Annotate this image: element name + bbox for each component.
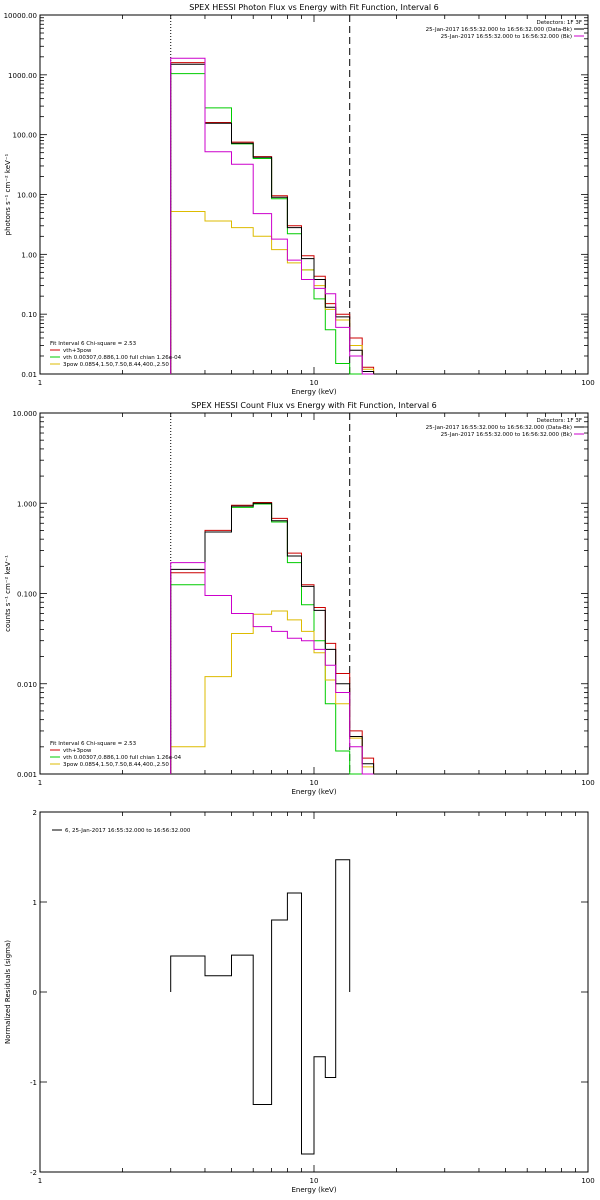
series-line xyxy=(170,211,375,374)
legend-label: 3pow 0.0854,1.50,7.50,8.44,400.,2.50 xyxy=(63,362,169,368)
legend-label: vth 0.00307,0.886,1.00 full chian 1.26e-… xyxy=(63,355,182,361)
legend-label: 25-Jan-2017 16:55:32.000 to 16:56:32.000… xyxy=(441,432,572,438)
series-line xyxy=(170,502,375,774)
legend-label: 3pow 0.0854,1.50,7.50,8.44,400.,2.50 xyxy=(63,762,169,768)
legend-label: 25-Jan-2017 16:55:32.000 to 16:56:32.000… xyxy=(441,34,572,40)
x-axis-label: Energy (keV) xyxy=(291,788,336,796)
y-tick-label: 0 xyxy=(33,989,37,997)
legend-label: vth+3pow xyxy=(63,348,92,354)
series-line xyxy=(170,859,351,1155)
x-tick-label: 1 xyxy=(38,779,42,787)
chart-title: SPEX HESSI Count Flux vs Energy with Fit… xyxy=(191,401,436,410)
series-line xyxy=(170,73,374,375)
y-tick-label: 2 xyxy=(33,809,37,817)
legend-label: Detectors: 1F 3F xyxy=(536,20,582,26)
series-line xyxy=(170,503,374,775)
legend-label: Detectors: 1F 3F xyxy=(536,418,582,424)
y-axis-label: counts s⁻¹ cm⁻² keV⁻¹ xyxy=(4,555,12,632)
y-tick-label: 0.010 xyxy=(17,681,37,689)
x-tick-label: 10 xyxy=(310,379,319,387)
x-tick-label: 10 xyxy=(310,1177,319,1185)
x-axis-label: Energy (keV) xyxy=(291,1186,336,1194)
y-tick-label: 10000.00 xyxy=(4,12,37,20)
chart-panel-1: SPEX HESSI Photon Flux vs Energy with Fi… xyxy=(4,3,595,396)
y-axis-label: Normalized Residuals (sigma) xyxy=(4,940,12,1044)
legend-label: Fit Interval 6 Chi-square = 2.53 xyxy=(50,341,137,347)
y-tick-label: 1 xyxy=(33,899,37,907)
x-tick-label: 1 xyxy=(38,1177,42,1185)
legend-label: 25-Jan-2017 16:55:32.000 to 16:56:32.000… xyxy=(426,425,572,431)
series-line xyxy=(170,562,374,775)
legend-label: vth+3pow xyxy=(63,748,92,754)
y-tick-label: 100.00 xyxy=(13,132,38,140)
y-tick-label: 0.10 xyxy=(21,311,37,319)
y-tick-label: 0.001 xyxy=(17,771,37,779)
y-tick-label: 1000.00 xyxy=(8,72,37,80)
series-line xyxy=(170,57,374,375)
legend-label: vth 0.00307,0.886,1.00 full chian 1.26e-… xyxy=(63,755,182,761)
chart-panel-2: SPEX HESSI Count Flux vs Energy with Fit… xyxy=(4,401,595,796)
x-tick-label: 100 xyxy=(581,379,594,387)
x-axis-label: Energy (keV) xyxy=(291,388,336,396)
series-line xyxy=(170,502,375,774)
y-tick-label: 0.01 xyxy=(21,371,37,379)
y-tick-label: 10.000 xyxy=(13,410,38,418)
x-tick-label: 1 xyxy=(38,379,42,387)
x-tick-label: 100 xyxy=(581,1177,594,1185)
y-tick-label: 0.100 xyxy=(17,591,37,599)
x-tick-label: 100 xyxy=(581,779,594,787)
y-tick-label: 1.00 xyxy=(21,251,37,259)
legend-label: 6, 25-Jan-2017 16:55:32.000 to 16:56:32.… xyxy=(65,828,191,834)
legend-label: 25-Jan-2017 16:55:32.000 to 16:56:32.000… xyxy=(426,27,572,33)
y-tick-label: -2 xyxy=(30,1169,37,1177)
x-tick-label: 10 xyxy=(310,779,319,787)
legend-label: Fit Interval 6 Chi-square = 2.53 xyxy=(50,741,137,747)
y-tick-label: 10.00 xyxy=(17,192,37,200)
chart-panel-3: 1 10 100 Energy (keV) -2 -1 0 1 2 Normalized Resi… xyxy=(4,809,595,1194)
plot-frame xyxy=(39,14,589,375)
chart-title: SPEX HESSI Photon Flux vs Energy with Fi… xyxy=(189,3,439,12)
y-axis-label: photons s⁻¹ cm⁻² keV⁻¹ xyxy=(4,153,12,235)
y-tick-label: -1 xyxy=(30,1079,37,1087)
y-tick-label: 1.000 xyxy=(17,500,37,508)
